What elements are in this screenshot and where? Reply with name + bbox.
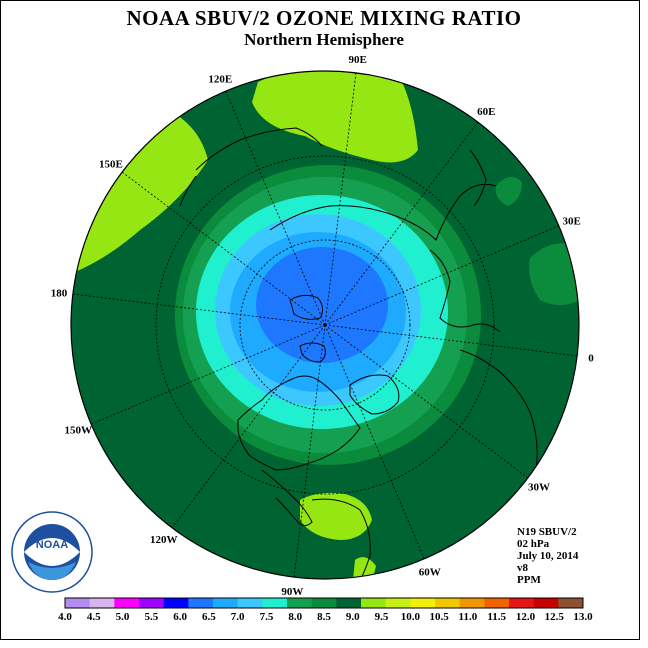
info-level: 02 hPa [517,538,550,550]
lon-label-0: 0 [588,353,594,365]
colorbar-swatch [311,598,337,608]
lon-label-180: 180 [51,287,68,299]
lon-label-90e: 90E [348,54,366,66]
coast-india [469,149,487,207]
latitude-circle-60n [239,239,411,411]
ozone-region-middle-east [495,176,522,206]
lon-label-150e: 150E [99,159,123,171]
colorbar-swatch [410,598,436,608]
info-satellite: N19 SBUV/2 [517,526,577,538]
colorbar-swatch [237,598,263,608]
map-boundary [70,70,580,580]
coast-japan [179,175,197,207]
logo-wave-icon [28,562,76,580]
colorbar-tick-label: 9.5 [375,611,389,623]
colorbar-swatch [435,598,460,608]
colorbar-swatch [484,598,510,608]
colorbar-swatch [65,598,90,608]
coast-asia [269,183,497,241]
coast-south-america [311,498,371,579]
colorbar-tick-label: 9.0 [346,611,360,623]
logo-bird-icon [24,538,80,566]
colorbar-tick-label: 6.0 [173,611,187,623]
colorbar-tick-label: 4.0 [58,611,72,623]
colorbar-swatch [459,598,485,608]
colorbar-tick-label: 7.5 [260,611,274,623]
coast-north-america [237,375,361,471]
colorbar-swatch [89,598,115,608]
coast-central-america [261,469,313,526]
colorbar-swatch [287,598,312,608]
colorbar-swatch [533,598,559,608]
coast-east-asia [195,127,323,171]
colorbar-swatch [361,598,386,608]
coast-hudson [299,342,326,363]
lon-label-60w: 60W [419,567,441,579]
lon-label-30w: 30W [528,481,550,493]
logo-text: NOAA [36,539,68,551]
colorbar-tick-label: 7.0 [231,611,245,623]
colorbar-swatch [558,598,584,608]
colorbar-labels: 4.0 4.5 5.0 5.5 6.0 6.5 7.0 7.5 8.0 8.5 9.0 9.5 10.0… [58,611,593,623]
colorbar-swatch [262,598,288,608]
latitude-circle-30n [155,155,495,495]
lon-label-30e: 30E [563,215,581,227]
coast-arctic-islands [289,294,324,320]
colorbar-swatch [385,598,411,608]
colorbar-tick-label: 11.5 [487,611,506,623]
colorbar [64,597,584,609]
colorbar-border [64,597,584,609]
colorbar-swatch [139,598,164,608]
colorbar-tick-label: 4.5 [87,611,101,623]
lon-label-150w: 150W [65,425,93,437]
colorbar-swatch [213,598,238,608]
coastlines [179,127,538,579]
colorbar-swatch [114,598,140,608]
noaa-logo: NOAA [11,511,93,593]
ozone-region-south-america-2 [352,557,376,579]
colorbar-swatch [509,598,534,608]
colorbar-tick-label: 6.5 [202,611,216,623]
map-title: NOAA SBUV/2 OZONE MIXING RATIO [126,6,522,30]
colorbar-tick-label: 13.0 [573,611,593,623]
colorbar-swatch [336,598,362,608]
colorbar-swatch [163,598,189,608]
colorbar-tick-label: 5.5 [144,611,158,623]
ozone-region-south-america [300,492,372,540]
colorbar-tick-label: 12.0 [516,611,536,623]
longitude-labels: 90E 60E 30E 0 30W 60W 90W 120W 150W 180 150E 120E [51,54,595,598]
ozone-region-north-africa [529,243,579,305]
lon-label-60e: 60E [477,106,495,118]
lon-label-120e: 120E [208,73,232,85]
colorbar-tick-label: 12.5 [545,611,565,623]
colorbar-tick-label: 11.0 [459,611,478,623]
colorbar-tick-label: 8.0 [288,611,302,623]
lon-label-120w: 120W [150,534,178,546]
latitude-grid [155,155,495,495]
colorbar-tick-label: 8.5 [317,611,331,623]
colorbar-tick-label: 10.0 [401,611,421,623]
info-units: PPM [517,574,541,586]
colorbar-swatch [188,598,214,608]
figure-frame [0,0,640,640]
polar-map [71,71,579,579]
lon-label-90w: 90W [281,586,303,598]
colorbar-tick-label: 5.0 [116,611,130,623]
coast-greenland [349,374,400,415]
info-date: July 10, 2014 [517,550,579,562]
colorbar-tick-label: 10.5 [429,611,449,623]
ozone-region-central-asia [252,71,418,163]
coast-europe [429,249,501,333]
info-version: v8 [517,562,528,574]
map-subtitle: Northern Hemisphere [244,30,404,49]
